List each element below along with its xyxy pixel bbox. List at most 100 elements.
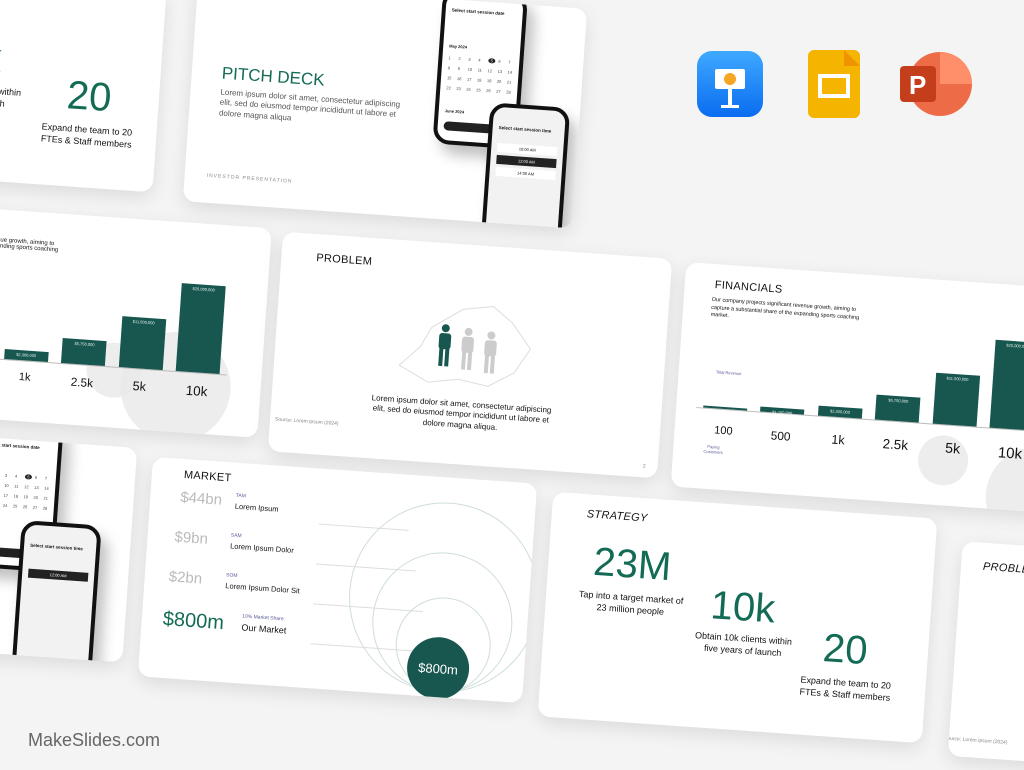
calendar-day: 11 [477,67,482,73]
revenue-bar: $2,300,000 [817,405,863,419]
market-label: Lorem Ipsum Dolor Sit [225,581,301,596]
person-icon [483,331,497,374]
strategy-title: STRATEGY [586,508,648,525]
stat-text: s within nch [0,86,22,109]
revenue-bar: $1,150,000 [760,406,805,416]
calendar-day: 16 [456,75,462,82]
slide-problem[interactable]: PROBLEM Lorem ipsum dolor sit amet, cons… [267,231,673,479]
calendar-month: May 2024 [449,43,468,50]
calendar-day: 24 [2,502,8,509]
stat-big: 20 [821,626,870,674]
calendar-day: 26 [22,504,28,510]
calendar-title: Select start session date [451,7,505,17]
calendar-day: 2 [458,56,461,62]
calendar-day: 20 [496,78,502,85]
slide-phones-partial[interactable]: Select start session date 12345678910111… [0,432,138,663]
bar-chart: $1,150,000 $2,300,000 $5,750,000 $11,500,00… [696,318,1024,433]
calendar-day: 28 [506,89,511,95]
market-value: $2bn [168,568,203,588]
calendar-day: 6 [498,58,501,64]
calendar-day: 15 [446,75,452,81]
calendar-day: 3 [468,56,471,62]
calendar-day: 19 [486,78,492,84]
financials-title: FINANCIALS [714,279,783,296]
svg-text:P: P [909,70,926,100]
calendar-day: 28 [42,505,48,511]
market-bubble-label: $800m [417,659,459,678]
slide-financials-partial[interactable]: ue growth, aiming to nding sports coachi… [0,202,272,438]
fin-text: ue growth, aiming to nding sports coachi… [0,237,59,254]
calendar-day: 25 [476,87,481,93]
market-tag: 10% Market Share [242,613,284,623]
market-title: MARKET [183,469,232,485]
calendar-day: 21 [43,495,49,501]
customer-count-label: 2.5k [882,436,909,453]
revenue-bar: $20,000,000 [989,339,1024,431]
calendar-day: 25 [12,503,18,509]
calendar-day: 10 [467,66,473,72]
calendar-day: 23 [456,85,461,92]
map-illustration [398,305,532,387]
calendar-month: June 2024 [444,108,465,115]
google-slides-icon [808,50,860,118]
pitch-body: Lorem ipsum dolor sit amet, consectetur … [218,87,401,123]
calendar-day: 21 [506,79,512,85]
page-number: 2 [642,463,646,470]
slide-financials[interactable]: FINANCIALS Our company projects signific… [670,262,1024,513]
market-tag: TAM [235,492,247,500]
calendar-day: 11 [14,483,19,489]
calendar-day: 5 [24,474,33,480]
stat-big: 20 [65,73,113,121]
slide-market[interactable]: MARKET $44bn TAM Lorem Ipsum $9bn SAM Lorem I… [137,456,538,704]
revenue-bar: $2,300,000 [3,348,49,363]
time-title: Select start session time [498,124,552,134]
powerpoint-icon: P [898,51,974,117]
calendar-day: 13 [497,68,503,75]
calendar-day: 17 [3,492,9,499]
calendar-day: 24 [466,86,471,92]
phone-mockup-time: Select start session time 10:00 AM 12:00… [479,102,571,229]
customer-count-label: 1k [830,432,846,448]
revenue-bar: $11,500,000 [118,316,166,371]
calendar-day: 6 [34,474,38,481]
calendar-day: 18 [13,493,19,499]
calendar-day: 4 [478,57,481,63]
market-value: $9bn [174,528,209,548]
customer-count-label: 1k [18,371,31,384]
time-option-selected: 12:00 AM [496,154,557,169]
calendar-day: 12 [24,484,29,490]
calendar-day: 9 [457,65,461,72]
calendar-day: 7 [44,475,48,481]
time-option: 14:00 AM [495,166,556,181]
market-tag: SAM [230,532,242,540]
calendar-day: 26 [486,88,491,94]
bar-chart: $2,300,000 $5,750,000 $11,500,000 $20,000,0… [0,269,233,376]
calendar-day: 4 [14,473,18,479]
calendar-day: 13 [34,484,39,491]
revenue-bar: $5,750,000 [875,394,921,423]
calendar-day: 17 [466,76,472,82]
problem-title: PROBLEM [315,252,373,268]
keynote-icon [697,51,763,117]
slide-strategy[interactable]: STRATEGY 23M Tap into a target market of… [537,491,938,744]
market-label: Lorem Ipsum [234,501,279,514]
customer-count-label: 500 [770,428,791,444]
customer-count-label: 2.5k [70,374,94,391]
person-icon-highlight [438,324,452,367]
stat-text: Expand the team to 20 FTEs & Staff membe… [799,674,892,703]
slide-problem-partial[interactable]: PROBLEM Source: Lorem Ipsum (2024) [947,541,1024,770]
calendar-day: 1 [448,55,451,61]
market-label: Our Market [241,622,287,636]
slide-strategy-partial[interactable]: k s within nch 20 Expand the team to 20 … [0,0,167,193]
slide-pitch-deck[interactable]: PITCH DECK Lorem ipsum dolor sit amet, c… [182,0,588,229]
calendar-day: 27 [496,88,501,95]
market-label: Lorem Ipsum Dolor [229,541,295,555]
time-option-selected: 12:00 AM [27,568,89,582]
revenue-bar: $20,000,000 [176,283,226,375]
calendar-day: 5 [488,58,496,64]
problem-source: Source: Lorem Ipsum (2024) [947,735,1008,746]
stat-big: 10k [709,583,777,632]
calendar-grid: 1234567891011121314151617181920212223242… [0,471,55,511]
brand-label[interactable]: MakeSlides.com [28,730,161,750]
calendar-day: 20 [33,494,39,501]
